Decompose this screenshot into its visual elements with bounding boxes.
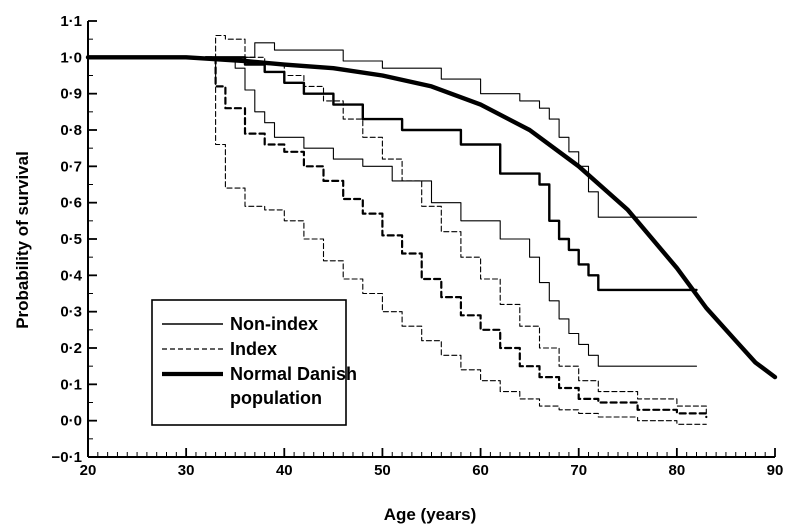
y-tick-label: 0·3 — [60, 304, 82, 321]
y-tick-label: 0·7 — [60, 158, 82, 175]
x-tick-label: 30 — [178, 462, 195, 479]
x-tick-label: 50 — [374, 462, 391, 479]
y-tick-label: 0·6 — [60, 195, 82, 212]
x-tick-label: 80 — [669, 462, 686, 479]
legend-label-normal-line2: population — [230, 388, 322, 408]
x-ticks: 20 30 40 50 60 70 80 90 — [80, 448, 784, 479]
x-tick-label: 40 — [276, 462, 293, 479]
y-ticks: −0·1 0·0 0·1 0·2 0·3 0·4 0·5 0·6 0·7 0·8 0·9 1·0 1·1 — [52, 13, 97, 466]
y-tick-label: 0·5 — [60, 231, 82, 248]
legend-box — [151, 299, 347, 426]
y-tick-label: 0·4 — [60, 267, 82, 284]
legend-label-index: Index — [230, 339, 277, 359]
series-line-index — [204, 56, 708, 419]
y-tick-label: 1·1 — [60, 13, 82, 30]
x-tick-label: 90 — [767, 462, 784, 479]
series-layer — [85, 34, 778, 425]
y-tick-label: 1·0 — [60, 49, 82, 66]
y-tick-label: 0·2 — [60, 340, 82, 357]
y-tick-label: 0·0 — [60, 413, 82, 430]
x-tick-label: 20 — [80, 462, 97, 479]
series-line-non-index-upper-ci — [205, 42, 698, 218]
x-tick-label: 60 — [472, 462, 489, 479]
legend: Non-index Index Normal Danish population — [151, 299, 357, 426]
legend-label-normal: Normal Danish — [230, 364, 357, 384]
y-axis-title: Probability of survival — [13, 151, 32, 329]
x-axis-title: Age (years) — [384, 505, 477, 524]
y-tick-label: 0·8 — [60, 122, 82, 139]
series-line-index-upper-ci — [205, 34, 707, 414]
series-line-index-lower-ci — [205, 56, 707, 425]
x-tick-label: 70 — [570, 462, 587, 479]
y-tick-label: 0·1 — [60, 376, 82, 393]
series-line-non-index — [204, 56, 698, 292]
legend-label-nonindex: Non-index — [230, 314, 318, 334]
y-tick-label: 0·9 — [60, 86, 82, 103]
series-line-non-index-lower-ci — [205, 56, 698, 367]
y-tick-label: −0·1 — [52, 449, 82, 466]
